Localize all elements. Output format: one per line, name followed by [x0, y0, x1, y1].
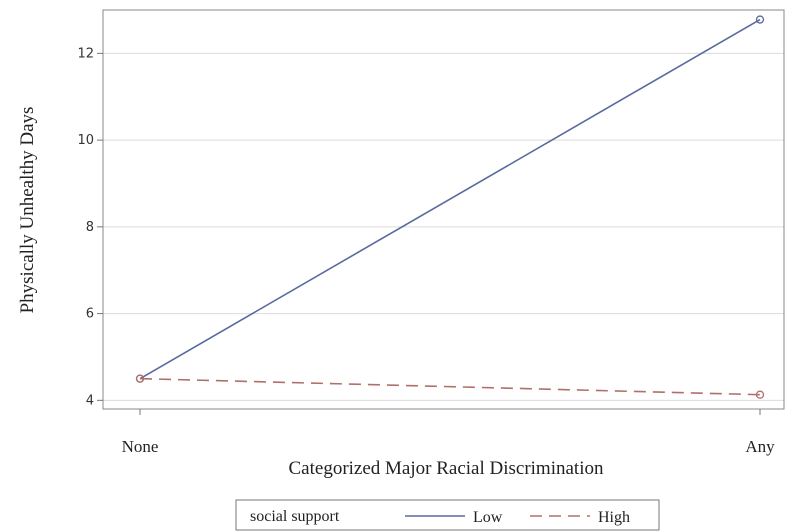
- series-line-high: [139, 377, 761, 396]
- x-axis-title: Categorized Major Racial Discrimination: [289, 458, 604, 479]
- series: [135, 15, 765, 399]
- y-tick-label: 8: [86, 220, 94, 235]
- plot-frame: [102, 9, 785, 410]
- y-tick-label: 12: [77, 46, 94, 61]
- legend: social support Low High: [235, 499, 660, 531]
- data-point-high-any: [755, 390, 765, 399]
- x-tick-label-none: None: [122, 437, 159, 456]
- legend-label-high: High: [598, 509, 630, 526]
- y-tick-label: 10: [77, 133, 94, 148]
- data-point-high-none: [135, 374, 145, 383]
- x-tick-label-any: Any: [745, 437, 775, 456]
- data-point-low-any: [755, 15, 765, 24]
- gridlines: [103, 52, 784, 401]
- legend-box: [235, 499, 660, 531]
- y-tick-label: 6: [86, 307, 94, 322]
- series-line-low: [139, 18, 761, 380]
- y-axis-title: Physically Unhealthy Days: [17, 107, 38, 314]
- x-axis: None Any: [122, 409, 775, 456]
- legend-label-low: Low: [473, 509, 503, 526]
- legend-items: Low High: [405, 509, 630, 526]
- legend-title: social support: [250, 508, 340, 525]
- y-axis: 4 6 8 10 12: [77, 46, 103, 408]
- y-tick-label: 4: [86, 393, 94, 408]
